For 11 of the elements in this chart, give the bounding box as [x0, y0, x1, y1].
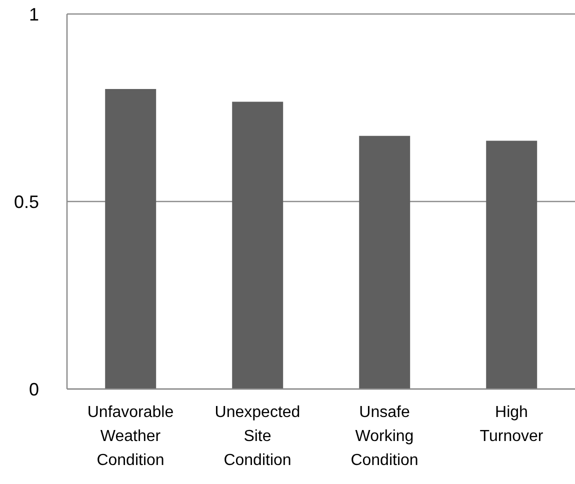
bar — [232, 102, 284, 389]
bar — [359, 136, 410, 389]
y-tick-label: 0.5 — [14, 192, 39, 212]
y-tick-label: 0 — [28, 379, 39, 400]
y-tick-label: 1 — [28, 4, 39, 24]
bar — [486, 140, 538, 389]
x-tick-label: Unexpected Site Condition — [214, 404, 300, 469]
x-tick-label: Unfavorable Weather Condition — [87, 404, 174, 469]
bar — [105, 89, 156, 389]
x-tick-label: High Turnover — [480, 404, 544, 445]
x-tick-label: Unsafe Working Condition — [350, 404, 418, 469]
